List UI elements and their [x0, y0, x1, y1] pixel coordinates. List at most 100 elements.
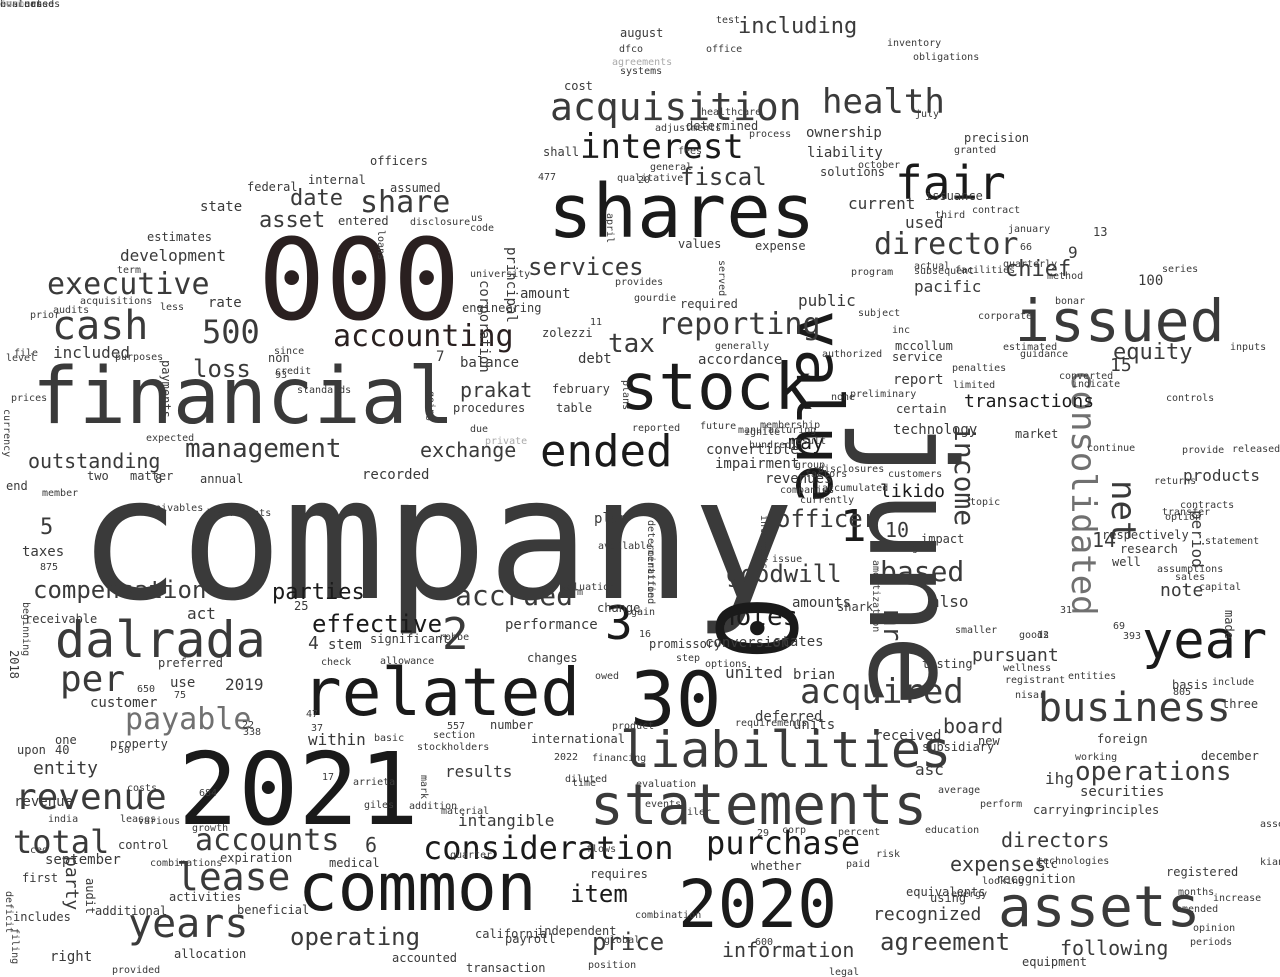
- word-188: two: [87, 469, 109, 483]
- word-358: months: [1178, 887, 1215, 898]
- word-134: principal: [503, 247, 519, 323]
- word-427: penalties: [952, 363, 1007, 374]
- word-99: used: [905, 213, 944, 232]
- word-226: llc: [1036, 857, 1058, 871]
- word-264: test: [716, 15, 741, 26]
- word-48: 3: [605, 596, 633, 650]
- word-232: three: [1222, 697, 1259, 711]
- word-329: allowance: [380, 656, 435, 667]
- word-90: products: [1183, 466, 1261, 485]
- word-113: deferred: [755, 709, 823, 725]
- word-352: percent: [838, 827, 881, 838]
- word-253: future: [700, 421, 737, 432]
- word-291: disclosure: [410, 217, 471, 228]
- word-313: instruments: [205, 508, 272, 519]
- word-419: private: [485, 436, 528, 447]
- word-144: annual: [200, 472, 244, 486]
- word-42: 500: [202, 313, 260, 351]
- word-84: entity: [33, 758, 99, 779]
- word-254: result: [790, 436, 827, 447]
- word-341: 2022: [554, 752, 579, 763]
- word-332: stockholders: [417, 742, 490, 753]
- word-182: provides: [615, 277, 664, 288]
- word-246: controls: [1166, 393, 1215, 404]
- word-70: including: [738, 14, 858, 39]
- word-276: october: [858, 160, 901, 171]
- word-433: form: [0, 0, 25, 10]
- word-122: technology: [893, 422, 978, 438]
- word-20: fair: [895, 156, 1006, 210]
- word-18: year: [1142, 611, 1268, 671]
- word-177: cost: [564, 79, 593, 93]
- word-374: 12: [1037, 630, 1050, 641]
- word-278: contract: [972, 205, 1021, 216]
- word-128: table: [556, 401, 593, 415]
- word-377: 393: [1123, 631, 1142, 642]
- word-251: inc: [892, 325, 911, 336]
- word-225: equipment: [1022, 955, 1088, 969]
- word-10: 2020: [678, 866, 837, 943]
- word-335: quarter: [450, 850, 493, 861]
- word-44: accounts: [195, 823, 340, 858]
- word-139: internal: [308, 173, 366, 187]
- word-173: july: [915, 109, 940, 120]
- word-102: liability: [807, 145, 883, 161]
- word-33: revenue: [15, 777, 167, 818]
- word-114: received: [874, 728, 942, 744]
- word-218: change: [597, 601, 641, 615]
- word-292: file: [14, 348, 39, 359]
- word-92: recognized: [873, 904, 982, 925]
- word-265: office: [706, 44, 743, 55]
- word-274: adjustments: [655, 123, 722, 134]
- word-100: public: [798, 291, 856, 310]
- word-411: generally: [715, 341, 770, 352]
- word-32: purchase: [706, 824, 861, 862]
- word-375: 31: [1060, 605, 1073, 616]
- word-137: state: [200, 199, 243, 215]
- word-407: customers: [888, 469, 943, 480]
- word-279: third: [935, 210, 966, 221]
- word-270: shall: [543, 145, 580, 159]
- word-147: plan: [594, 511, 628, 527]
- word-154: one: [55, 733, 77, 747]
- word-129: february: [552, 382, 610, 396]
- word-386: released: [1232, 444, 1280, 455]
- word-372: nisar: [1015, 690, 1046, 701]
- word-231: december: [1201, 749, 1259, 763]
- word-301: purposes: [115, 352, 164, 363]
- word-194: september: [45, 852, 121, 868]
- word-142: officers: [370, 154, 428, 168]
- word-428: limited: [953, 380, 996, 391]
- word-321: 50: [118, 745, 131, 756]
- word-199: control: [118, 838, 169, 852]
- word-236: new: [978, 734, 1000, 748]
- word-269: qualitative: [617, 173, 684, 184]
- word-187: matter: [130, 469, 174, 483]
- word-371: wellness: [1003, 663, 1052, 674]
- word-4: stock: [620, 351, 813, 425]
- word-64: effective: [312, 610, 443, 638]
- word-220: whether: [751, 859, 802, 873]
- word-2: shares: [548, 169, 816, 255]
- word-160: 8: [155, 472, 163, 486]
- word-97: current: [848, 194, 916, 213]
- word-396: valuation: [561, 582, 616, 593]
- word-307: india: [48, 814, 79, 825]
- word-74: transactions: [964, 391, 1095, 412]
- word-205: medical: [329, 856, 380, 870]
- word-360: opinion: [1193, 923, 1236, 934]
- word-415: gourdie: [634, 293, 677, 304]
- word-107: use: [170, 675, 196, 691]
- word-369: perform: [980, 799, 1023, 810]
- word-62: outstanding: [28, 449, 161, 473]
- word-162: 10: [885, 518, 910, 542]
- word-412: plans: [620, 380, 631, 411]
- word-158: 6: [365, 833, 378, 857]
- word-82: note: [1160, 580, 1204, 601]
- word-370: registrant: [1005, 675, 1066, 686]
- word-215: international: [531, 732, 625, 746]
- word-210: transaction: [466, 961, 546, 975]
- word-346: evaluation: [636, 779, 697, 790]
- word-395: gain: [631, 607, 656, 618]
- word-241: respectively: [1102, 528, 1189, 542]
